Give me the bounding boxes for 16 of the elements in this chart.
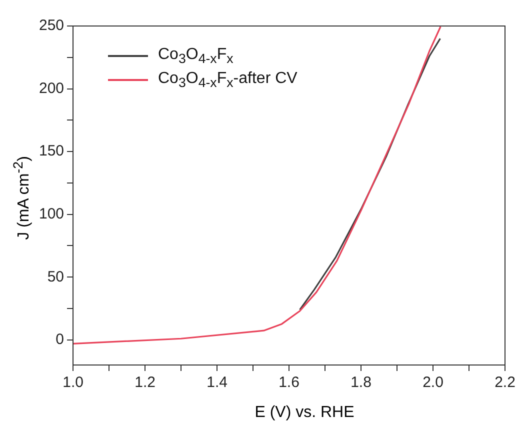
x-tick-label: 1.2 <box>134 374 156 392</box>
x-tick-label: 1.0 <box>62 374 84 392</box>
y-tick-label: 150 <box>38 142 64 160</box>
x-tick-label: 1.6 <box>278 374 300 392</box>
x-axis-title: E (V) vs. RHE <box>254 404 356 422</box>
y-tick-label: 250 <box>38 17 64 34</box>
x-tick-label: 1.4 <box>206 374 228 392</box>
y-tick-label: 0 <box>56 331 64 348</box>
y-tick-label: 100 <box>38 205 64 222</box>
x-tick-label: 2.0 <box>422 374 444 392</box>
y-tick-label: 50 <box>47 268 64 286</box>
legend-label: Co$_{3}$O$_{4-x}$F$_{x}$ <box>158 46 234 66</box>
x-tick-label: 2.2 <box>494 374 516 392</box>
legend-label: Co$_{3}$O$_{4-x}$F$_{x}$-after CV <box>158 70 298 90</box>
x-tick-label: 1.8 <box>350 374 372 392</box>
y-tick-label: 200 <box>38 80 64 97</box>
